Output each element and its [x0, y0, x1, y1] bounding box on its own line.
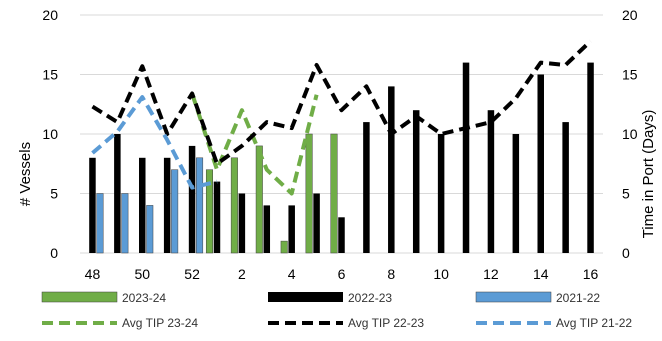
x-axis-ticks: 48 50 52 2 4 6 8 10 12 14 16	[85, 266, 599, 282]
y-axis-ticks: 0 5 10 15 20	[42, 7, 58, 261]
y2-tick-label: 0	[622, 245, 630, 261]
y-tick-label: 10	[42, 126, 58, 142]
line-Avg TIP 23-24	[190, 92, 319, 196]
bar-2022-23	[188, 145, 196, 253]
bar-2023-24	[205, 169, 213, 254]
bar-2022-23	[587, 62, 594, 253]
bar-2021-22	[171, 169, 179, 254]
bar-2021-22	[121, 193, 129, 254]
bars	[89, 62, 594, 254]
legend-swatch	[268, 292, 343, 302]
legend-swatch	[475, 291, 552, 303]
y-tick-label: 20	[42, 7, 58, 23]
bar-2022-23	[163, 157, 171, 253]
bar-2023-24	[330, 133, 338, 254]
y2-axis-ticks: 0 5 10 15 20	[622, 7, 638, 261]
bar-2022-23	[288, 205, 295, 253]
y-tick-label: 0	[50, 245, 58, 261]
bar-2022-23	[388, 86, 395, 254]
bar-2021-22	[196, 157, 204, 254]
line-Avg TIP 22-23	[91, 39, 592, 166]
bar-2022-23	[338, 217, 345, 253]
bar-2022-23	[437, 134, 445, 253]
bar-2023-24	[230, 157, 238, 254]
bar-2022-23	[537, 74, 544, 253]
x-tick-label: 2	[238, 266, 246, 282]
x-tick-label: 14	[533, 266, 549, 282]
legend-label: 2023-24	[122, 291, 166, 305]
bar-2022-23	[412, 110, 420, 253]
bar-2022-23	[487, 110, 495, 253]
legend-label: 2021-22	[556, 291, 600, 305]
bar-2022-23	[313, 193, 320, 253]
y-tick-label: 5	[50, 186, 58, 202]
bar-2021-22	[146, 205, 154, 254]
legend: 2023-24 2022-23 2021-22 Avg TIP 23-24 Avg TI…	[41, 291, 632, 330]
y2-axis-title: Time in Port (Days)	[640, 110, 657, 239]
y2-tick-label: 20	[622, 7, 638, 23]
bar-2022-23	[89, 157, 96, 253]
y-tick-label: 15	[42, 67, 58, 83]
x-tick-label: 12	[483, 266, 499, 282]
y2-tick-label: 15	[622, 67, 638, 83]
legend-swatch	[41, 291, 118, 303]
x-tick-label: 10	[433, 266, 449, 282]
y-axis-title: # Vessels	[17, 142, 34, 206]
bar-2022-23	[238, 193, 246, 253]
x-tick-label: 16	[583, 266, 599, 282]
bar-2022-23	[114, 134, 121, 253]
legend-label: Avg TIP 23-24	[122, 316, 198, 330]
x-tick-label: 52	[184, 266, 200, 282]
legend-label: Avg TIP 21-22	[556, 316, 632, 330]
bar-2022-23	[213, 181, 221, 253]
legend-label: 2022-23	[348, 291, 392, 305]
y2-tick-label: 10	[622, 126, 638, 142]
x-tick-label: 6	[338, 266, 346, 282]
x-tick-label: 48	[85, 266, 101, 282]
bar-2023-24	[280, 240, 288, 254]
legend-label: Avg TIP 22-23	[348, 316, 424, 330]
lines	[91, 39, 592, 196]
bar-2022-23	[512, 134, 520, 253]
y2-tick-label: 5	[622, 186, 630, 202]
bar-2022-23	[562, 122, 569, 253]
bar-2022-23	[363, 122, 370, 253]
line-Avg TIP 21-22	[91, 95, 218, 190]
bar-2022-23	[462, 62, 470, 253]
bar-2021-22	[96, 193, 104, 254]
x-tick-label: 50	[134, 266, 150, 282]
bar-2023-24	[305, 133, 313, 254]
bar-2023-24	[255, 145, 263, 254]
x-tick-label: 4	[288, 266, 296, 282]
bar-2022-23	[263, 205, 271, 253]
bar-2022-23	[139, 157, 146, 253]
x-tick-label: 8	[387, 266, 395, 282]
